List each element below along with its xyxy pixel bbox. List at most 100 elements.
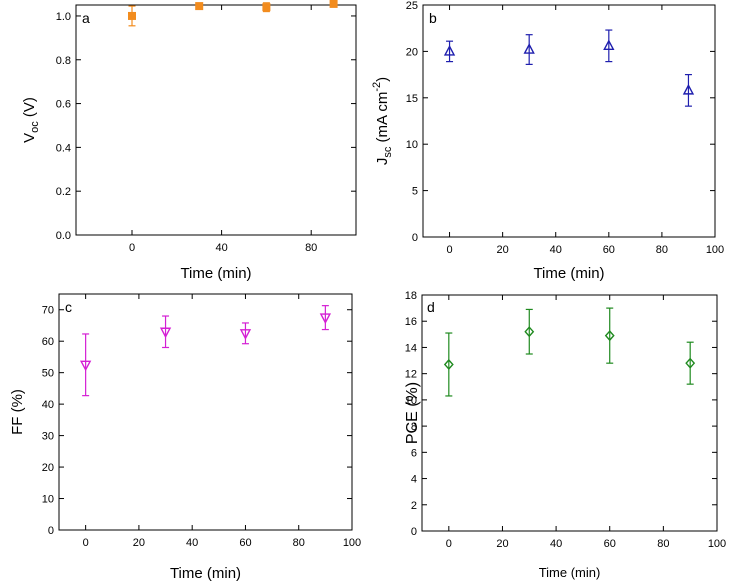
x-tick-label: 100 (708, 538, 726, 550)
x-axis-title: Time (min) (180, 265, 251, 282)
y-axis-title-part: oc (29, 121, 41, 133)
x-tick-label: 40 (550, 538, 562, 550)
diamond-marker (604, 330, 615, 342)
data-point-d-3 (685, 341, 696, 385)
y-axis-title: FF (%) (9, 389, 26, 435)
x-axis-title: Time (min) (539, 565, 601, 580)
y-tick-label: 60 (42, 336, 54, 348)
triangle-up-marker (682, 83, 695, 95)
x-tick-label: 60 (604, 538, 616, 550)
x-tick-label: 0 (129, 242, 135, 254)
y-tick-label: 10 (406, 139, 418, 151)
y-axis-title-part: ) (374, 77, 391, 82)
data-point-a-3 (329, 0, 338, 8)
plot-frame (58, 293, 353, 531)
x-tick-label: 80 (293, 537, 305, 549)
x-tick-label: 60 (239, 537, 251, 549)
y-axis-title: Jsc (mA cm-2) (371, 77, 394, 165)
x-axis-title: Time (min) (170, 565, 241, 582)
y-axis-title-part: PCE (%) (404, 382, 421, 444)
y-tick-label: 0 (411, 526, 417, 538)
y-tick-label: 10 (42, 494, 54, 506)
y-axis-title: Voc (V) (21, 97, 41, 143)
triangle-down-marker (239, 329, 252, 340)
plot-frame (422, 4, 716, 238)
y-axis-title-part: FF (%) (9, 389, 26, 435)
x-tick-label: 0 (446, 244, 452, 256)
y-tick-label: 0.2 (56, 186, 71, 198)
square-marker (329, 0, 338, 8)
y-tick-label: 30 (42, 431, 54, 443)
x-tick-label: 0 (446, 538, 452, 550)
panel-letter: b (429, 10, 437, 26)
data-point-a-1 (195, 2, 204, 11)
y-tick-label: 2 (411, 500, 417, 512)
y-tick-label: 0.4 (56, 142, 71, 154)
data-point-b-2 (603, 29, 615, 63)
panel-letter: d (427, 299, 435, 315)
square-marker (262, 3, 271, 12)
y-tick-label: 6 (411, 447, 417, 459)
x-tick-label: 80 (656, 244, 668, 256)
x-tick-label: 20 (497, 244, 509, 256)
triangle-up-marker (523, 43, 535, 54)
triangle-down-marker (79, 360, 92, 372)
y-tick-label: 20 (406, 46, 418, 58)
y-tick-label: 16 (405, 316, 417, 328)
chart-panel-d: 0 20 40 60 80 100 0 2 4 6 8 10 12 14 16 18 d Time (min) PC… (404, 290, 726, 580)
x-tick-label: 80 (657, 538, 669, 550)
y-tick-label: 50 (42, 368, 54, 380)
y-tick-label: 12 (405, 369, 417, 381)
x-tick-label: 20 (496, 538, 508, 550)
data-point-a-2 (262, 2, 271, 13)
diamond-marker (685, 357, 696, 369)
data-point-c-2 (239, 322, 252, 345)
y-tick-label: 0.6 (56, 99, 71, 111)
chart-panel-c: 0 20 40 60 80 100 0 10 20 30 40 50 60 70 c Time (min) FF… (9, 293, 361, 582)
x-tick-label: 60 (603, 244, 615, 256)
chart-panel-b: 0 20 40 60 80 100 0 5 10 15 20 25 b Time (min) Jsc (mA… (371, 0, 724, 282)
data-point-c-3 (319, 305, 332, 331)
x-tick-label: 100 (343, 537, 361, 549)
data-point-b-1 (523, 34, 535, 65)
y-axis-title-part: -2 (371, 82, 383, 92)
chart-panel-a: 0 40 80 0.0 0.2 0.4 0.6 0.8 1.0 a Time (min) Voc (V… (21, 0, 357, 282)
y-axis-title-part: J (374, 158, 391, 166)
y-tick-label: 0.8 (56, 55, 71, 67)
y-axis-title-part: V (21, 133, 38, 143)
y-tick-label: 5 (412, 186, 418, 198)
x-tick-label: 80 (305, 242, 317, 254)
y-tick-label: 8 (411, 421, 417, 433)
x-axis-title: Time (min) (533, 265, 604, 282)
x-tick-label: 100 (706, 244, 724, 256)
y-tick-label: 25 (406, 0, 418, 12)
square-marker (195, 2, 204, 11)
panel-letter: c (65, 299, 72, 315)
x-tick-label: 20 (133, 537, 145, 549)
y-axis-title: PCE (%) (404, 382, 421, 444)
plot-frame (75, 4, 357, 236)
y-axis-title-part: (mA cm (374, 92, 391, 147)
x-tick-label: 0 (83, 537, 89, 549)
y-tick-label: 15 (406, 93, 418, 105)
data-point-d-1 (524, 308, 535, 355)
x-tick-label: 40 (215, 242, 227, 254)
y-tick-label: 40 (42, 399, 54, 411)
triangle-down-marker (319, 313, 332, 325)
triangle-up-marker (443, 44, 456, 56)
data-point-a-0 (128, 5, 136, 27)
x-tick-label: 40 (550, 244, 562, 256)
data-point-c-0 (79, 333, 92, 397)
y-tick-label: 18 (405, 290, 417, 302)
y-tick-label: 0.0 (56, 230, 71, 242)
y-tick-label: 4 (411, 474, 417, 486)
y-tick-label: 10 (405, 395, 417, 407)
data-point-c-1 (159, 315, 172, 349)
panel-letter: a (82, 10, 90, 26)
diamond-marker (524, 326, 535, 338)
triangle-down-marker (159, 327, 172, 339)
y-tick-label: 14 (405, 342, 417, 354)
y-tick-label: 70 (42, 305, 54, 317)
y-tick-label: 0 (48, 525, 54, 537)
